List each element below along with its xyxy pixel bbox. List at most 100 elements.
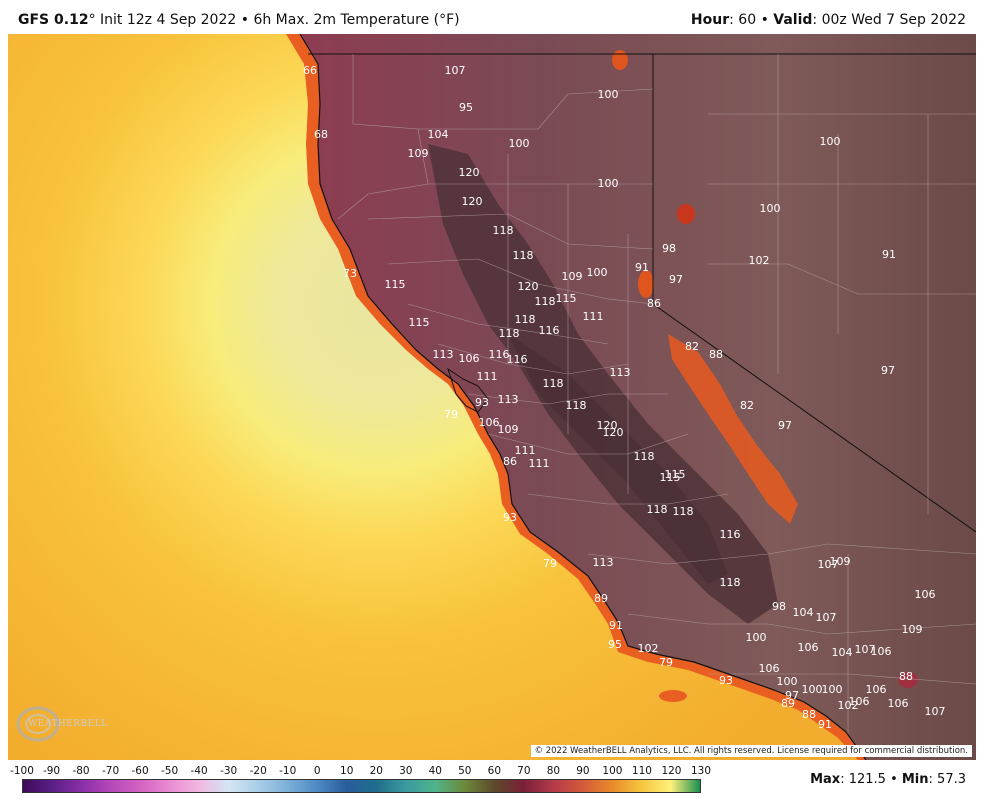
colorbar-tick: -60 bbox=[131, 765, 149, 777]
copyright-notice: © 2022 WeatherBELL Analytics, LLC. All r… bbox=[530, 745, 972, 757]
temp-label: 113 bbox=[610, 366, 631, 379]
colorbar-ticks: -100 -90 -80 -70 -60 -50 -40 -30 -20 -10 0 10 20 30 40… bbox=[8, 764, 712, 778]
colorbar-tick: 120 bbox=[661, 765, 682, 777]
lake-tahoe-hot bbox=[638, 270, 654, 298]
colorbar-tick: 80 bbox=[546, 765, 561, 777]
colorbar-tick: -80 bbox=[72, 765, 90, 777]
colorbar-tick: -10 bbox=[279, 765, 297, 777]
temperature-map[interactable]: 107 95 100 104 109 100 120 100 100 120 100 118 118 98… bbox=[8, 34, 976, 760]
temp-label: 100 bbox=[820, 135, 841, 148]
temp-label: 100 bbox=[777, 675, 798, 688]
colorbar-tick: 60 bbox=[487, 765, 502, 777]
colorbar-tick: 0 bbox=[313, 765, 321, 777]
header-bar: GFS 0.12° Init 12z 4 Sep 2022 • 6h Max. … bbox=[0, 0, 984, 34]
temp-label: 88 bbox=[802, 708, 816, 721]
channel-island bbox=[659, 690, 687, 702]
temp-label: 91 bbox=[609, 619, 623, 632]
temp-label: 91 bbox=[882, 248, 896, 261]
colorbar-tick: -70 bbox=[101, 765, 120, 777]
temp-label: 115 bbox=[665, 468, 686, 481]
temp-label: 100 bbox=[598, 177, 619, 190]
temp-label: 100 bbox=[760, 202, 781, 215]
temp-label: 107 bbox=[855, 643, 876, 656]
temp-label: 109 bbox=[498, 423, 519, 436]
temp-label: 109 bbox=[408, 147, 429, 160]
colorbar-tick: -50 bbox=[161, 765, 179, 777]
temp-label: 100 bbox=[509, 137, 530, 150]
temp-label: 109 bbox=[902, 623, 923, 636]
temp-label: 116 bbox=[720, 528, 741, 541]
temp-label: 116 bbox=[489, 348, 510, 361]
model-suffix: ° bbox=[88, 12, 96, 28]
temp-label: 111 bbox=[529, 457, 550, 470]
min-value: : 57.3 bbox=[928, 772, 966, 787]
colorbar-tick: 110 bbox=[631, 765, 652, 777]
hour-label: Hour bbox=[690, 12, 730, 28]
temp-label: 98 bbox=[772, 600, 786, 613]
temp-label: 106 bbox=[798, 641, 819, 654]
temp-label: 104 bbox=[793, 606, 814, 619]
temp-label: 109 bbox=[830, 555, 851, 568]
temp-label: 93 bbox=[503, 511, 517, 524]
temp-label: 118 bbox=[513, 249, 534, 262]
temp-label: 104 bbox=[428, 128, 449, 141]
colorbar-tick: 70 bbox=[517, 765, 531, 777]
temp-label: 120 bbox=[603, 426, 624, 439]
min-label: Min bbox=[901, 772, 929, 787]
colorbar-tick: 130 bbox=[690, 765, 712, 777]
colorbar-tick: -20 bbox=[249, 765, 267, 777]
valid-value: : 00z Wed 7 Sep 2022 bbox=[812, 12, 966, 28]
temp-label: 91 bbox=[818, 718, 832, 731]
weatherbell-logo: WEATHERBELL bbox=[12, 702, 107, 748]
colorbar-tick: 10 bbox=[340, 765, 354, 777]
map-panel[interactable]: 107 95 100 104 109 100 120 100 100 120 100 118 118 98… bbox=[8, 34, 976, 760]
temp-label: 106 bbox=[871, 645, 892, 658]
temp-label: 120 bbox=[462, 195, 483, 208]
temp-label: 68 bbox=[314, 128, 328, 141]
nevada-spot bbox=[612, 50, 628, 70]
temp-label: 93 bbox=[475, 396, 489, 409]
temp-label: 86 bbox=[647, 297, 661, 310]
temp-label: 107 bbox=[818, 558, 839, 571]
colorbar-tick: -40 bbox=[190, 765, 208, 777]
temp-label: 106 bbox=[759, 662, 780, 675]
temp-label: 73 bbox=[343, 267, 357, 280]
temp-label: 118 bbox=[647, 503, 668, 516]
temp-label: 93 bbox=[719, 674, 733, 687]
colorbar-tick: -100 bbox=[10, 765, 34, 777]
temp-label: 106 bbox=[459, 352, 480, 365]
sf-bay bbox=[447, 367, 489, 413]
model-name: GFS 0.12 bbox=[18, 12, 89, 28]
temp-label: 102 bbox=[749, 254, 770, 267]
temp-label: 82 bbox=[740, 399, 754, 412]
temp-label: 115 bbox=[385, 278, 406, 291]
logo-swirl-icon bbox=[16, 706, 60, 742]
temp-label: 118 bbox=[493, 224, 514, 237]
temp-label: 116 bbox=[507, 353, 528, 366]
temp-label: 107 bbox=[816, 611, 837, 624]
temp-label: 97 bbox=[881, 364, 895, 377]
temp-label: 89 bbox=[781, 697, 795, 710]
temp-label: 95 bbox=[608, 638, 622, 651]
temp-label: 88 bbox=[899, 670, 913, 683]
temp-label: 118 bbox=[673, 505, 694, 518]
temp-label: 66 bbox=[303, 64, 317, 77]
init-description: Init 12z 4 Sep 2022 • 6h Max. 2m Tempera… bbox=[95, 12, 460, 28]
temp-label: 102 bbox=[838, 699, 859, 712]
san-joaquin-core bbox=[508, 334, 728, 584]
temp-label: 88 bbox=[709, 348, 723, 361]
colorbar-tick: -90 bbox=[42, 765, 61, 777]
nevada-spot-2 bbox=[677, 204, 695, 224]
temperature-labels: 107 95 100 104 109 100 120 100 100 120 100 118 118 98… bbox=[303, 64, 946, 731]
temp-label: 111 bbox=[583, 310, 604, 323]
temp-label: 82 bbox=[685, 340, 699, 353]
temp-label: 86 bbox=[503, 455, 517, 468]
colorbar-tick: 30 bbox=[399, 765, 413, 777]
colorbar-gradient bbox=[22, 779, 701, 793]
temp-label: 97 bbox=[785, 689, 799, 702]
temp-label: 115 bbox=[409, 316, 430, 329]
socal-spot bbox=[898, 672, 918, 688]
temp-label: 106 bbox=[866, 683, 887, 696]
max-value: : 121.5 • bbox=[840, 772, 902, 787]
hour-value: : 60 • bbox=[729, 12, 774, 28]
